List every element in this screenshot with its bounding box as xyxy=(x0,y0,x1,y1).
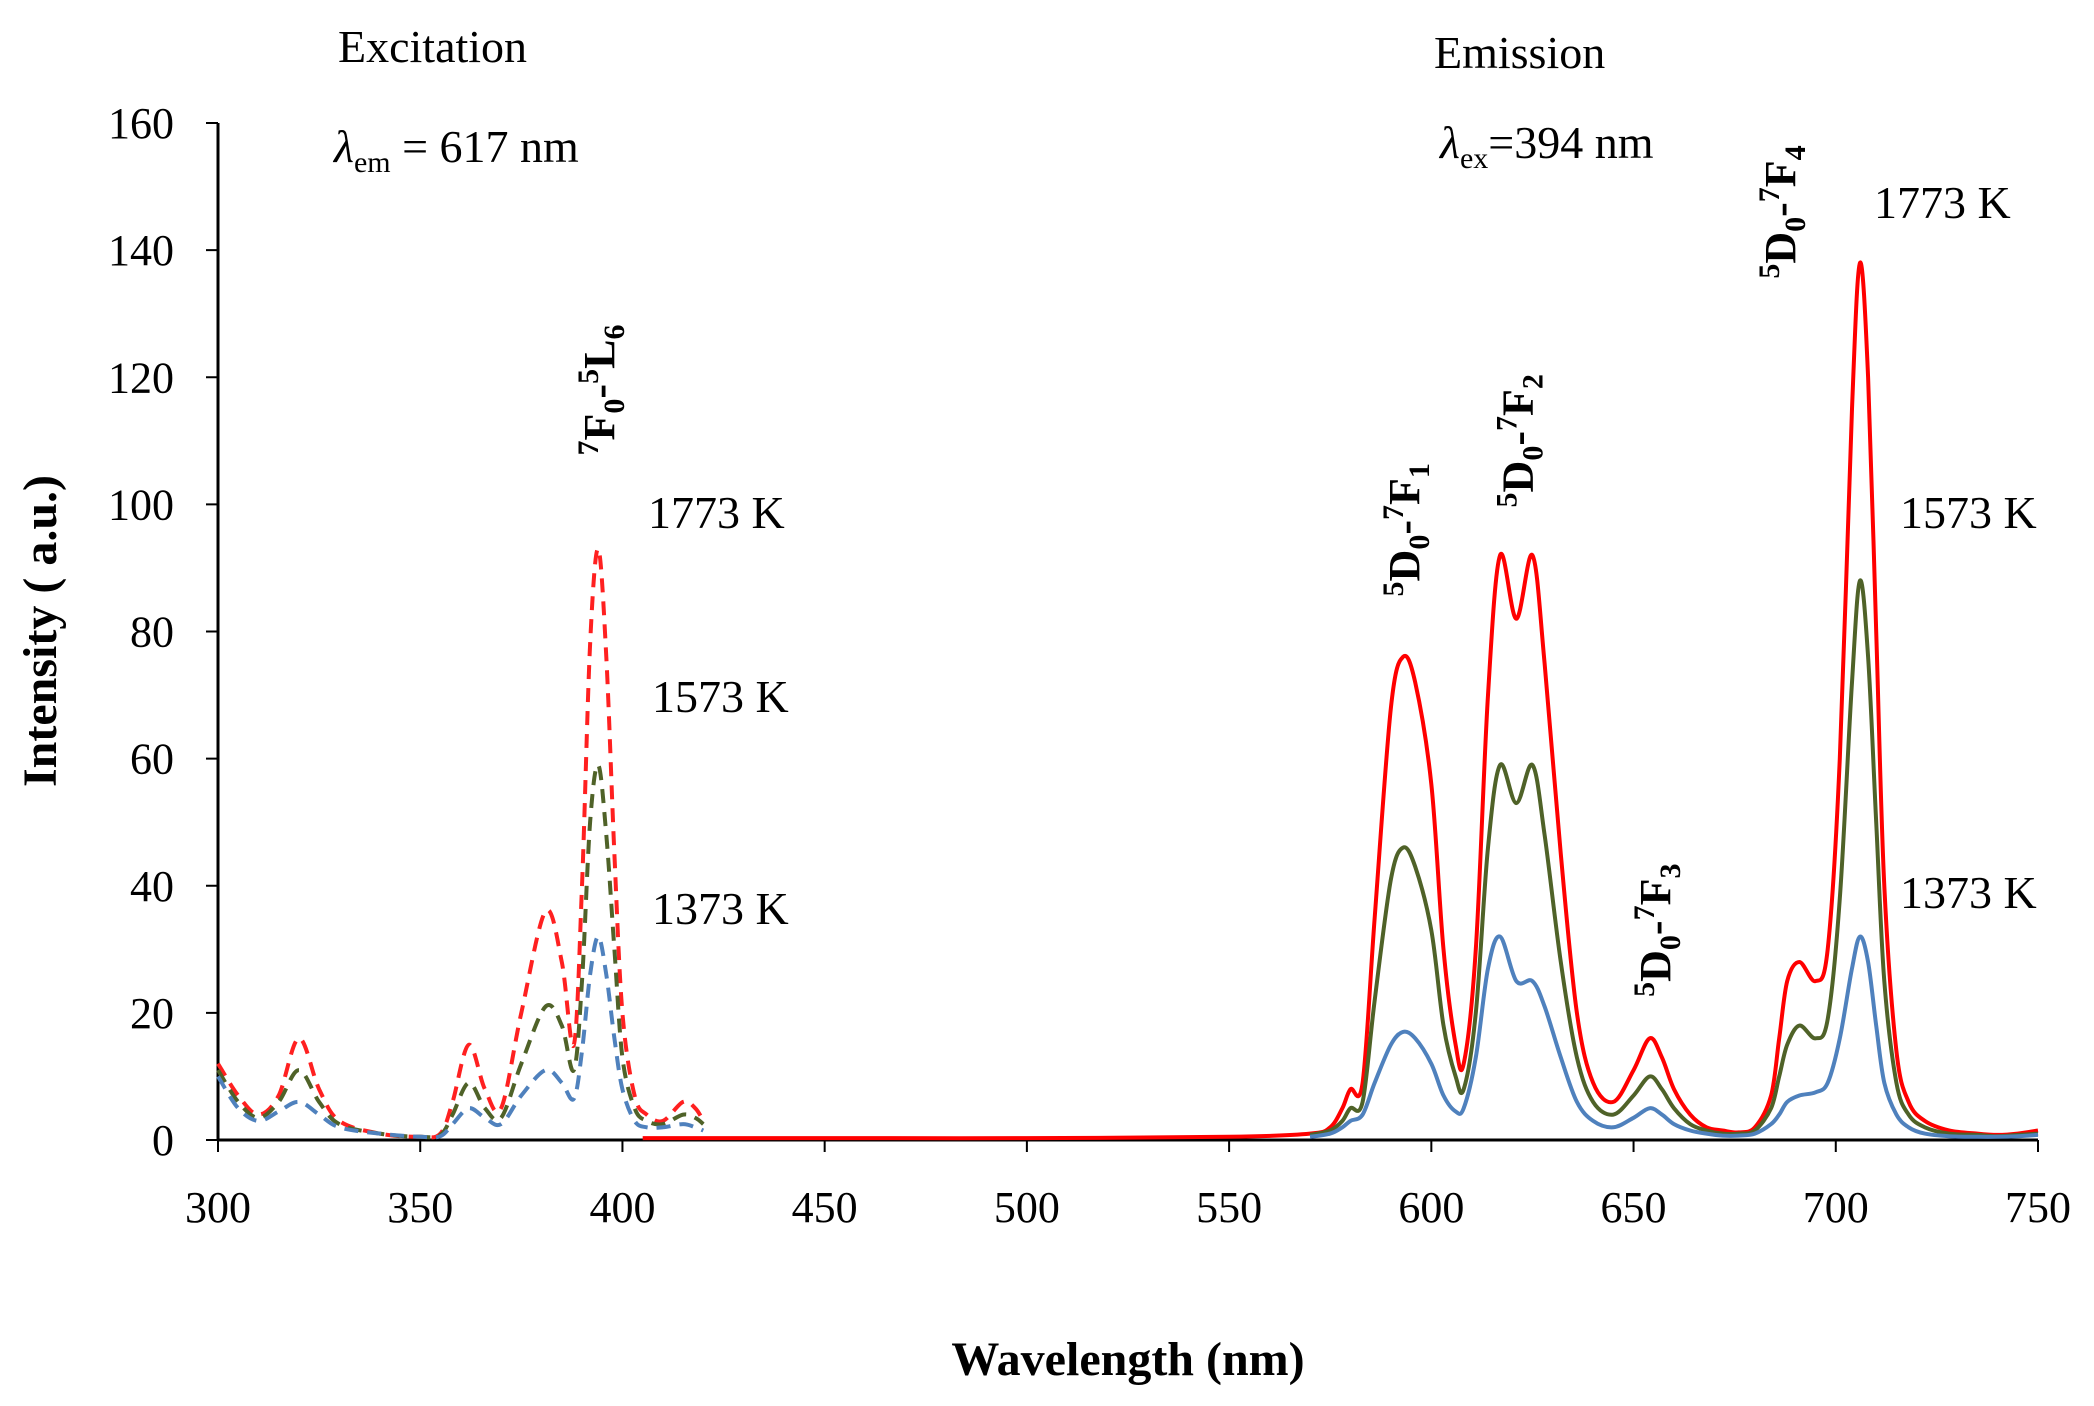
x-tick-label: 350 xyxy=(387,1183,453,1232)
emission-title: Emission xyxy=(1434,27,1605,78)
exc-label-1773: 1773 K xyxy=(648,487,785,538)
transition-labels: 7F0-5L6 5D0-7F1 5D0-7F2 5D0-7F3 5D0-7F4 xyxy=(572,145,1812,997)
ticks: 300 350 400 450 500 550 600 650 700 750 0 20 40 60 80 1… xyxy=(108,99,2071,1232)
series-line-excitation-1773-k xyxy=(216,546,706,1140)
y-tick-label: 20 xyxy=(130,989,174,1038)
exc-label-1373: 1373 K xyxy=(652,883,789,934)
y-tick-label: 40 xyxy=(130,862,174,911)
transition-label-5d0-7f2: 5D0-7F2 xyxy=(1490,374,1549,507)
em-label-1773: 1773 K xyxy=(1874,177,2011,228)
x-tick-label: 700 xyxy=(1803,1183,1869,1232)
x-tick-label: 500 xyxy=(994,1183,1060,1232)
y-tick-label: 80 xyxy=(130,608,174,657)
series-line-emission-1573-k xyxy=(1309,578,2039,1139)
x-tick-label: 550 xyxy=(1196,1183,1262,1232)
transition-label-5d0-7f1: 5D0-7F1 xyxy=(1377,463,1436,596)
em-label-1373: 1373 K xyxy=(1900,867,2037,918)
y-tick-label: 120 xyxy=(108,353,174,402)
x-tick-label: 300 xyxy=(185,1183,251,1232)
x-tick-label: 600 xyxy=(1398,1183,1464,1232)
emission-condition: λex=394 nm xyxy=(1438,117,1654,175)
series-group xyxy=(216,260,2039,1141)
x-tick-label: 750 xyxy=(2005,1183,2071,1232)
y-tick-label: 60 xyxy=(130,735,174,784)
excitation-condition: λem = 617 nm xyxy=(332,121,579,179)
x-axis-title: Wavelength (nm) xyxy=(951,1333,1304,1386)
x-tick-label: 450 xyxy=(792,1183,858,1232)
y-tick-label: 160 xyxy=(108,99,174,148)
transition-label-5d0-7f4: 5D0-7F4 xyxy=(1753,145,1812,278)
y-tick-label: 140 xyxy=(108,226,174,275)
excitation-title: Excitation xyxy=(338,21,527,72)
y-tick-label: 100 xyxy=(108,480,174,529)
y-axis-title: Intensity ( a.u.) xyxy=(14,475,67,787)
x-tick-label: 650 xyxy=(1601,1183,1667,1232)
exc-label-1573: 1573 K xyxy=(652,671,789,722)
x-tick-label: 400 xyxy=(589,1183,655,1232)
transition-label-5d0-7f3: 5D0-7F3 xyxy=(1628,864,1687,997)
series-line-emission-1773-k xyxy=(642,260,2039,1141)
series-line-excitation-1373-k xyxy=(216,934,705,1140)
em-label-1573: 1573 K xyxy=(1900,487,2037,538)
transition-label-7f0-5l6: 7F0-5L6 xyxy=(572,325,631,456)
y-tick-label: 0 xyxy=(152,1116,174,1165)
series-line-emission-1373-k xyxy=(1309,934,2039,1139)
series-line-excitation-1573-k xyxy=(216,762,705,1140)
